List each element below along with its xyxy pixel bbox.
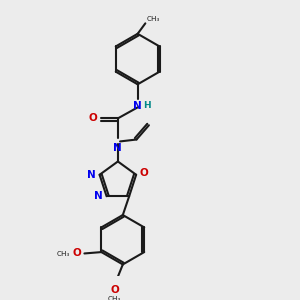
Text: N: N xyxy=(87,170,96,180)
Text: N: N xyxy=(113,143,122,153)
Text: O: O xyxy=(72,248,81,259)
Text: N: N xyxy=(94,191,103,201)
Text: O: O xyxy=(110,285,119,295)
Text: H: H xyxy=(143,101,151,110)
Text: CH₃: CH₃ xyxy=(147,16,160,22)
Text: O: O xyxy=(89,113,98,123)
Text: N: N xyxy=(133,101,142,111)
Text: O: O xyxy=(140,168,149,178)
Text: CH₃: CH₃ xyxy=(57,251,70,257)
Text: CH₃: CH₃ xyxy=(108,296,121,300)
